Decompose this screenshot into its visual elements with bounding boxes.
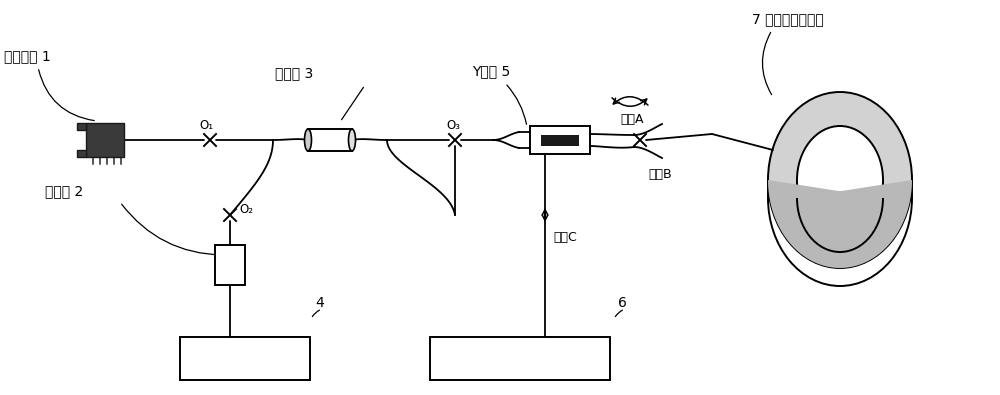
Text: 激光光源 1: 激光光源 1 xyxy=(4,49,51,63)
Text: 信号发生器: 信号发生器 xyxy=(499,354,541,367)
Ellipse shape xyxy=(768,92,912,268)
Text: 4: 4 xyxy=(315,296,324,310)
Ellipse shape xyxy=(797,126,883,234)
Text: 6: 6 xyxy=(618,296,627,310)
Bar xyxy=(430,337,610,380)
Text: 耦合器 3: 耦合器 3 xyxy=(275,66,313,80)
Ellipse shape xyxy=(304,129,311,151)
Bar xyxy=(530,126,590,154)
Text: Y波导 5: Y波导 5 xyxy=(472,64,510,78)
Text: 端面B: 端面B xyxy=(648,168,672,181)
Text: O₂: O₂ xyxy=(239,203,253,216)
Text: 燕点A: 燕点A xyxy=(620,113,644,126)
Text: 探测器 2: 探测器 2 xyxy=(45,184,83,198)
Polygon shape xyxy=(86,123,124,157)
Bar xyxy=(541,135,579,145)
Text: O₁: O₁ xyxy=(199,119,213,132)
Bar xyxy=(215,245,245,285)
Text: O₃: O₃ xyxy=(446,119,460,132)
Bar xyxy=(308,129,352,151)
Text: 端面C: 端面C xyxy=(553,231,577,244)
Text: 7 光子带隙光纤环: 7 光子带隙光纤环 xyxy=(752,12,824,26)
Text: 示波器: 示波器 xyxy=(231,353,259,368)
Bar xyxy=(180,337,310,380)
Polygon shape xyxy=(768,180,912,268)
Polygon shape xyxy=(77,150,86,157)
Polygon shape xyxy=(77,123,86,130)
Ellipse shape xyxy=(349,129,356,151)
